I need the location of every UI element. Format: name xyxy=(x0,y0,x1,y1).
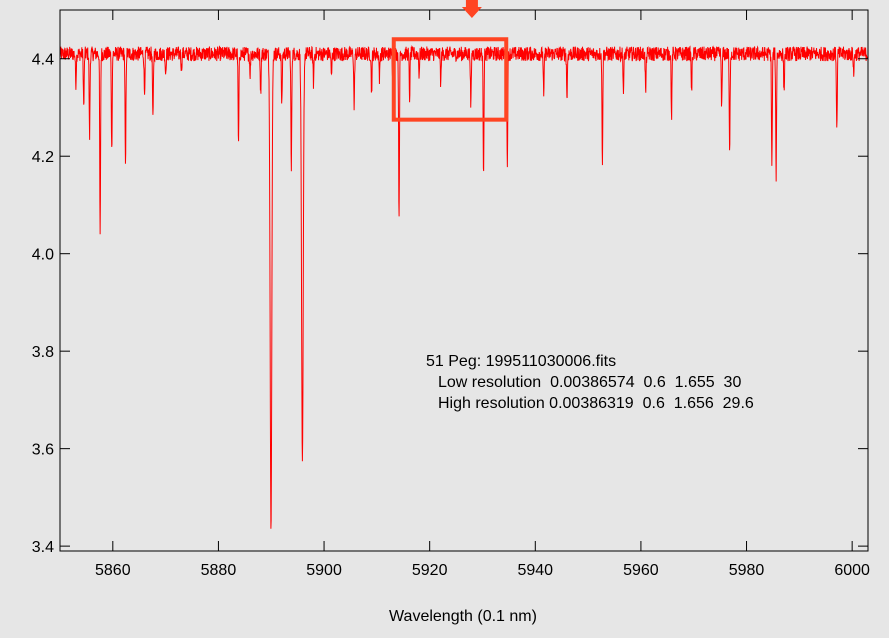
axis-ticks xyxy=(60,10,868,551)
plot-frame xyxy=(59,9,869,552)
y-tick-labels: 3.4 3.6 3.8 4.0 4.2 4.4 xyxy=(32,52,54,556)
x-tick-label: 5860 xyxy=(95,562,131,579)
y-tick-label: 4.4 xyxy=(32,52,54,69)
x-tick-label: 5880 xyxy=(201,562,237,579)
x-tick-label: 5920 xyxy=(412,562,448,579)
y-tick-label: 3.6 xyxy=(32,442,54,459)
x-tick-labels: 5860 5880 5900 5920 5940 5960 5980 6000 xyxy=(95,562,870,579)
x-tick-label: 5940 xyxy=(517,562,553,579)
annotation-line-1: 51 Peg: 199511030006.fits xyxy=(426,353,616,370)
x-tick-label: 5900 xyxy=(306,562,342,579)
annotation-line-3: High resolution 0.00386319 0.6 1.656 29.… xyxy=(438,395,754,412)
x-tick-label: 6000 xyxy=(834,562,870,579)
spectrum-line xyxy=(59,45,869,529)
y-tick-label: 3.8 xyxy=(32,344,54,361)
x-axis-label: Wavelength (0.1 nm) xyxy=(389,608,537,625)
annotation-block: 51 Peg: 199511030006.fits Low resolution… xyxy=(426,353,754,412)
spectrum-layer xyxy=(59,45,869,529)
x-tick-label: 5960 xyxy=(623,562,659,579)
y-tick-label: 4.2 xyxy=(32,149,54,166)
highlight-box xyxy=(391,37,509,122)
highlight-layer xyxy=(391,0,509,122)
y-tick-label: 4.0 xyxy=(32,247,54,264)
x-tick-label: 5980 xyxy=(729,562,765,579)
y-tick-label: 3.4 xyxy=(32,539,54,556)
annotation-line-2: Low resolution 0.00386574 0.6 1.655 30 xyxy=(438,374,741,391)
arrow-marker-icon xyxy=(461,0,482,18)
